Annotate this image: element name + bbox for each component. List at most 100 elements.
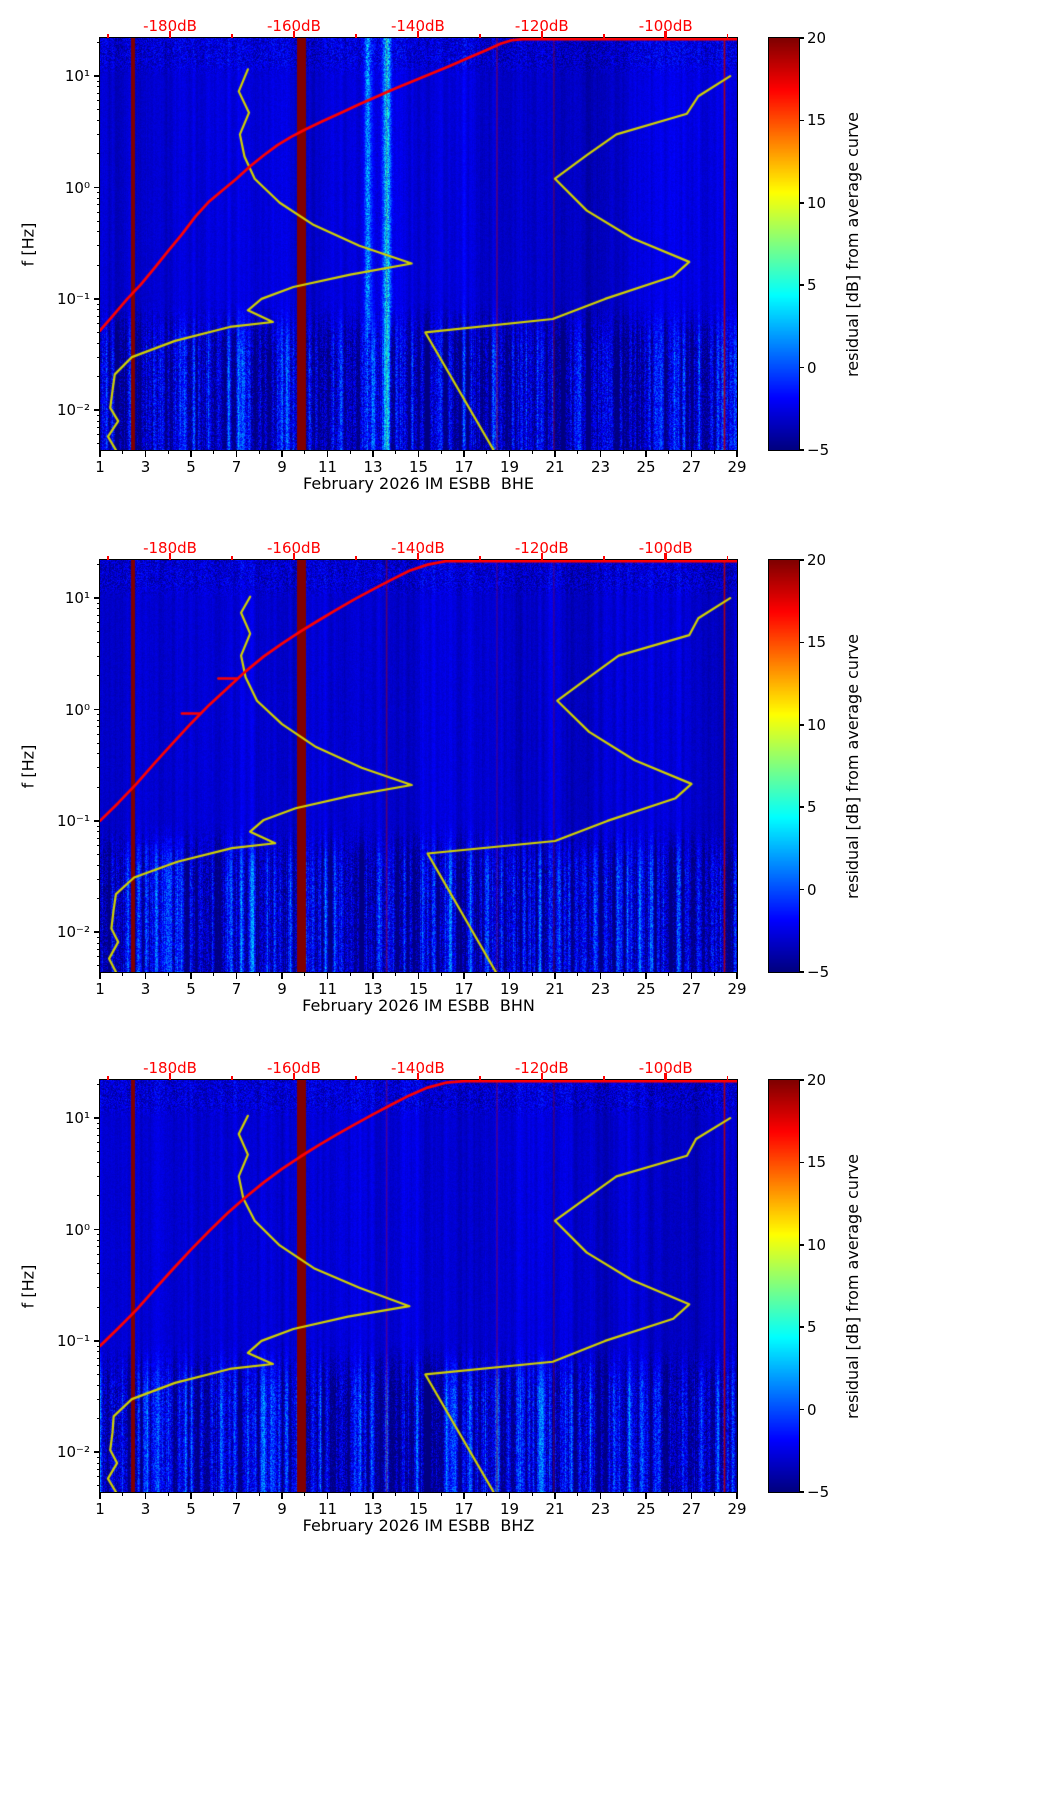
x-axis-major-tick [417,450,420,457]
spectrogram-figure-bhn: f [Hz] February 2026 IM ESBB BHN residua… [0,540,1052,1060]
colorbar-tick [800,1491,804,1493]
x-axis-tick-label: 21 [545,980,565,998]
x-axis-major-tick [463,1492,465,1499]
y-axis-minor-tick [96,420,100,422]
x-axis-tick-label: 21 [545,1500,565,1518]
y-axis-minor-tick [96,726,100,728]
top-axis-major-tick [292,31,296,38]
y-axis-minor-tick [96,614,100,616]
x-axis-minor-tick [486,972,488,976]
y-axis-label-wrap: f [Hz] [10,1080,46,1492]
colorbar-gradient [769,560,799,972]
x-axis-minor-tick [167,450,169,454]
x-axis-major-tick [463,450,465,457]
x-axis-major-tick [326,1492,329,1499]
x-axis-major-tick [372,1492,374,1499]
x-axis-tick-label: 9 [277,980,287,998]
top-axis-tick-label: -100dB [638,539,693,557]
top-axis-minor-tick [479,34,481,38]
x-axis-major-tick [645,972,647,979]
y-axis-tick-label: 10⁻² [56,1443,90,1462]
colorbar-tick [800,37,804,39]
top-axis-major-tick [540,1073,544,1080]
y-axis-major-tick [93,298,100,300]
y-axis-label: f [Hz] [18,1264,38,1308]
top-axis-tick-label: -120dB [514,539,569,557]
colorbar-tick-label: 15 [807,1153,827,1172]
y-axis-minor-tick [96,719,100,721]
y-axis-tick-label: 10⁻¹ [56,811,90,830]
top-axis-tick-label: -120dB [514,1059,569,1077]
colorbar-label-wrap: residual [dB] from average curve [834,1080,870,1492]
y-axis-minor-tick [96,1122,100,1124]
x-axis-minor-tick [531,972,533,976]
x-axis-minor-tick [440,450,442,454]
y-axis-minor-tick [96,1365,100,1367]
x-axis-tick-label: 1 [95,458,105,476]
y-axis-minor-tick [96,192,100,194]
x-axis-tick-label: 11 [317,1500,338,1518]
x-axis-minor-tick [486,1492,488,1496]
y-axis-minor-tick [96,1418,100,1420]
x-axis-major-tick [690,450,693,457]
x-axis-major-tick [372,972,374,979]
x-axis-minor-tick [122,972,124,976]
x-axis-tick-label: 19 [499,1500,520,1518]
colorbar-tick [800,119,804,122]
x-axis-tick-label: 7 [231,980,242,998]
colorbar-tick [800,806,804,808]
x-axis-minor-tick [713,1492,715,1496]
colorbar-label: residual [dB] from average curve [842,111,862,377]
y-axis-tick-label: 10¹ [64,589,90,608]
y-axis-minor-tick [96,1175,100,1177]
y-axis-tick-label: 10⁻¹ [56,289,90,308]
colorbar-tick-label: 20 [807,551,827,569]
y-axis-minor-tick [96,965,100,967]
y-axis-minor-tick [96,622,100,624]
y-axis-minor-tick [96,1234,100,1236]
x-axis-tick-label: 15 [408,458,429,476]
x-axis-minor-tick [668,972,670,976]
x-axis-minor-tick [395,450,397,454]
x-axis-minor-tick [668,1492,670,1496]
y-axis-minor-tick [96,80,100,82]
y-axis-minor-tick [96,608,100,610]
top-axis-minor-tick [726,34,729,38]
x-axis-tick-label: 11 [317,458,338,476]
top-axis-major-tick [416,553,420,560]
y-axis-minor-tick [96,1273,100,1275]
colorbar-label-wrap: residual [dB] from average curve [834,38,870,450]
x-axis-minor-tick [531,450,533,454]
x-axis-major-tick [190,1492,192,1499]
y-axis-minor-tick [96,309,100,311]
y-axis-tick-label: 10⁰ [64,700,90,719]
y-axis-minor-tick [96,211,100,213]
top-axis-tick-label: -100dB [638,17,693,35]
top-axis-minor-tick [602,1076,605,1080]
y-axis-minor-tick [96,342,100,344]
top-axis-major-tick [540,553,544,560]
spectrogram-heatmap-bhz [100,1080,737,1492]
y-axis-tick-label: 10⁻¹ [56,1331,90,1350]
top-axis-major-tick [292,553,296,560]
y-axis-minor-tick [96,1262,100,1264]
x-axis-major-tick [508,972,511,979]
y-axis-major-tick [93,1451,100,1454]
y-axis-minor-tick [96,231,100,233]
y-axis-tick-label: 10⁰ [64,1220,90,1239]
x-axis-tick-label: 7 [231,458,242,476]
x-axis-label: February 2026 IM ESBB BHZ [302,1516,535,1535]
x-axis-tick-label: 5 [186,458,196,476]
x-axis-major-tick [235,972,238,979]
x-axis-major-tick [144,972,147,979]
x-axis-major-tick [417,1492,420,1499]
colorbar-tick-label: 10 [807,193,827,212]
y-axis-minor-tick [96,1151,100,1153]
y-axis-minor-tick [96,564,100,566]
y-axis-tick-label: 10⁻² [56,401,90,420]
x-axis-minor-tick [304,972,306,976]
x-axis-minor-tick [304,450,306,454]
y-axis-minor-tick [96,1128,100,1130]
x-axis-minor-tick [486,450,488,454]
x-axis-minor-tick [440,1492,442,1496]
